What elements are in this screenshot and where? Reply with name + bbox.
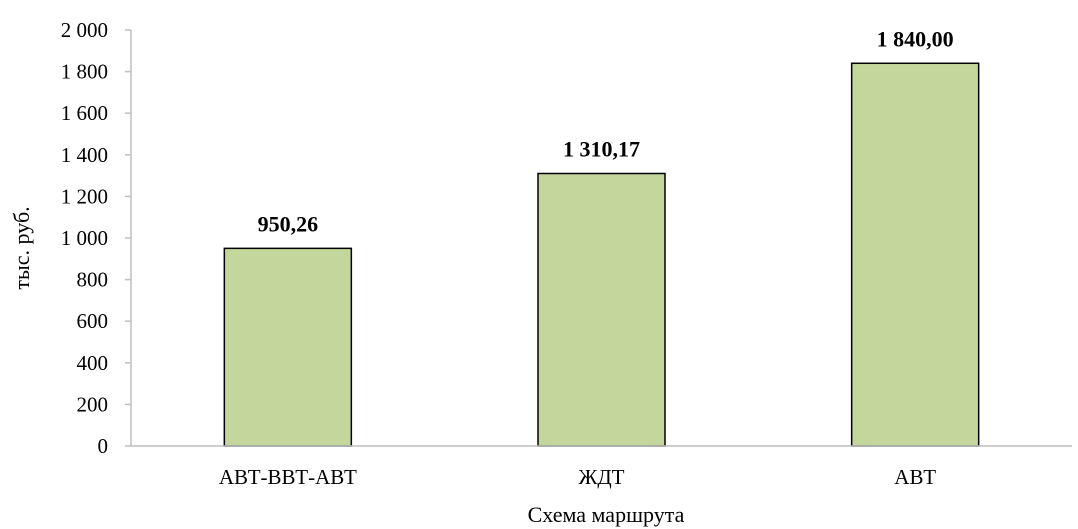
y-tick-label: 1 800: [61, 60, 108, 84]
bar: [223, 247, 353, 447]
y-tick-label: 400: [77, 351, 109, 375]
y-axis: 0 200 400 600 800 1 000 1 200 1 400 1 600 1 800 2 …: [61, 18, 132, 458]
y-tick-label: 200: [77, 392, 109, 416]
x-category-label: АВТ: [894, 465, 936, 489]
y-tick-label: 1 600: [61, 101, 108, 125]
data-labels: 950,26 1 310,17 1 840,00: [258, 26, 954, 236]
bar-value-label: 950,26: [258, 211, 319, 236]
y-tick-label: 800: [77, 268, 109, 292]
y-tick-label: 600: [77, 309, 109, 333]
bar: [850, 62, 980, 447]
y-tick-label: 0: [98, 434, 109, 458]
bars: [223, 62, 980, 447]
y-axis-title: тыс. руб.: [9, 206, 34, 289]
bar-value-label: 1 310,17: [563, 136, 640, 161]
bar: [537, 172, 666, 447]
y-tick-label: 2 000: [61, 18, 108, 42]
y-tick-label: 1 200: [61, 184, 108, 208]
y-tick-label: 1 400: [61, 143, 108, 167]
x-axis-title: Схема маршрута: [528, 502, 685, 527]
x-category-label: АВТ-ВВТ-АВТ: [219, 465, 357, 489]
x-axis: АВТ-ВВТ-АВТ ЖДТ АВТ: [131, 445, 1072, 489]
bar-value-label: 1 840,00: [877, 26, 954, 51]
x-category-label: ЖДТ: [579, 465, 625, 489]
y-tick-label: 1 000: [61, 226, 108, 250]
